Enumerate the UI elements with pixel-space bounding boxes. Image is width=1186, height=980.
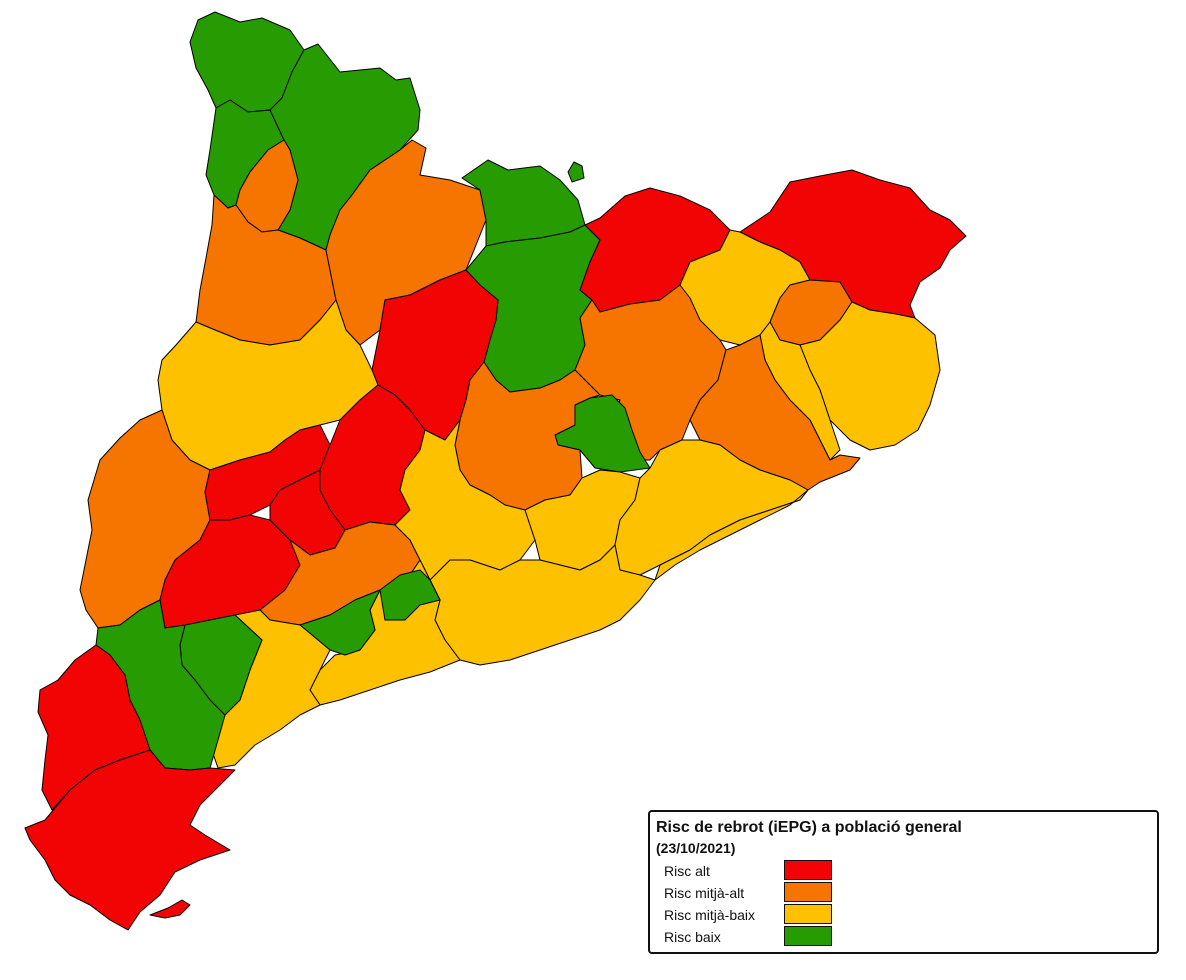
region-baix-emporda[interactable]	[799, 301, 941, 451]
legend-item-risc-mitja-alt: Risc mitjà-alt	[664, 882, 864, 904]
legend-swatch	[784, 860, 832, 880]
legend-swatch	[784, 926, 832, 946]
legend-box: Risc de rebrot (iEPG) a població general…	[648, 810, 1159, 954]
legend-item-risc-alt: Risc alt	[664, 860, 864, 882]
legend-label: Risc mitjà-alt	[664, 885, 745, 901]
region-delta-sud[interactable]	[149, 899, 191, 919]
legend-item-risc-mitja-baix: Risc mitjà-baix	[664, 904, 864, 926]
region-segarra-red[interactable]	[269, 469, 346, 556]
legend-swatch	[784, 882, 832, 902]
legend-item-risc-baix: Risc baix	[664, 926, 864, 948]
legend-label: Risc baix	[664, 929, 721, 945]
region-maresme[interactable]	[654, 489, 809, 581]
legend-swatch	[784, 904, 832, 924]
legend-date: (23/10/2021)	[656, 840, 736, 856]
region-llivia[interactable]	[567, 161, 585, 183]
legend-label: Risc alt	[664, 863, 710, 879]
region-alt-camp-east[interactable]	[379, 569, 441, 621]
legend-title: Risc de rebrot (iEPG) a població general	[656, 819, 962, 836]
region-baix-ebre[interactable]	[24, 749, 236, 931]
legend-label: Risc mitjà-baix	[664, 907, 756, 923]
